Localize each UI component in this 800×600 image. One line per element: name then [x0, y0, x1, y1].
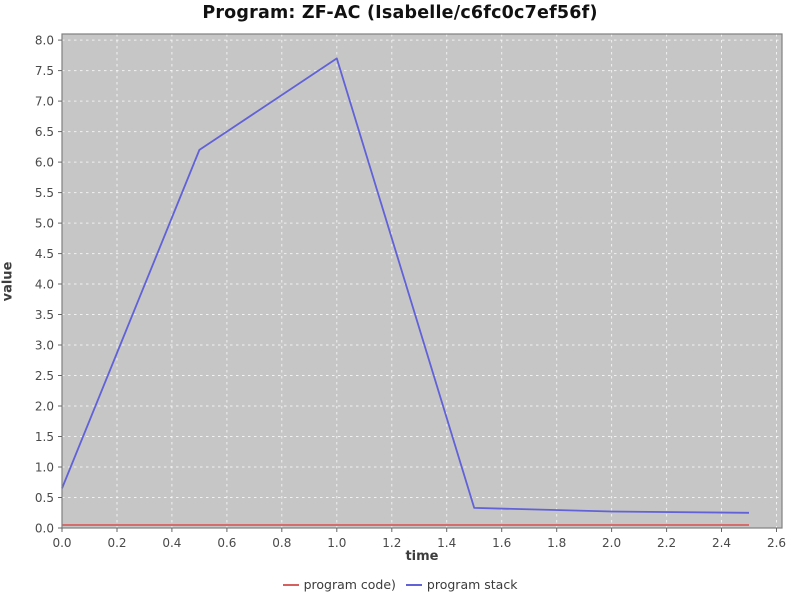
svg-text:5.0: 5.0 [35, 217, 54, 231]
svg-text:4.5: 4.5 [35, 247, 54, 261]
svg-text:2.2: 2.2 [657, 536, 676, 550]
svg-text:2.4: 2.4 [712, 536, 731, 550]
y-tick-labels: 0.0 0.5 1.0 1.5 2.0 2.5 3.0 3.5 4.0 4.5 5.0 5.5 6.0 6… [35, 34, 54, 536]
svg-text:7.0: 7.0 [35, 95, 54, 109]
plot-border [61, 33, 783, 529]
plot-background [62, 34, 782, 528]
svg-text:1.8: 1.8 [547, 536, 566, 550]
svg-text:6.0: 6.0 [35, 156, 54, 170]
svg-text:2.0: 2.0 [35, 400, 54, 414]
y-axis-label: value [0, 261, 16, 302]
svg-text:0.6: 0.6 [217, 536, 236, 550]
legend: program code) program stack [0, 577, 800, 592]
svg-text:0.4: 0.4 [162, 536, 181, 550]
x-axis-label: time [405, 549, 439, 564]
svg-text:1.2: 1.2 [382, 536, 401, 550]
svg-text:2.6: 2.6 [767, 536, 786, 550]
svg-text:1.0: 1.0 [35, 461, 54, 475]
svg-text:2.0: 2.0 [602, 536, 621, 550]
svg-text:3.0: 3.0 [35, 339, 54, 353]
legend-item-program-code: program code) [282, 577, 396, 592]
svg-text:1.5: 1.5 [35, 430, 54, 444]
program-stack-line-swatch [405, 583, 422, 586]
svg-text:1.6: 1.6 [492, 536, 511, 550]
legend-label-program-stack: program stack [426, 577, 518, 592]
x-tick-labels: 0.0 0.2 0.4 0.6 0.8 1.0 1.2 1.4 1.6 1.8 2.0 2.2 2.4 2… [52, 536, 786, 550]
svg-text:1.4: 1.4 [437, 536, 456, 550]
svg-text:3.5: 3.5 [35, 308, 54, 322]
program-code-line-swatch [282, 583, 299, 586]
chart-title: Program: ZF-AC (Isabelle/c6fc0c7ef56f) [202, 3, 598, 23]
axis-ticks [58, 39, 777, 532]
svg-text:6.5: 6.5 [35, 125, 54, 139]
svg-text:0.5: 0.5 [35, 491, 54, 505]
svg-text:4.0: 4.0 [35, 278, 54, 292]
svg-text:5.5: 5.5 [35, 186, 54, 200]
legend-item-program-stack: program stack [405, 577, 518, 592]
svg-text:2.5: 2.5 [35, 369, 54, 383]
series-line-1 [61, 57, 750, 514]
svg-text:0.0: 0.0 [52, 536, 71, 550]
svg-text:1.0: 1.0 [327, 536, 346, 550]
svg-text:8.0: 8.0 [35, 34, 54, 48]
svg-text:0.2: 0.2 [107, 536, 126, 550]
legend-label-program-code: program code) [303, 577, 396, 592]
svg-text:0.0: 0.0 [35, 522, 54, 536]
svg-text:0.8: 0.8 [272, 536, 291, 550]
svg-text:7.5: 7.5 [35, 64, 54, 78]
